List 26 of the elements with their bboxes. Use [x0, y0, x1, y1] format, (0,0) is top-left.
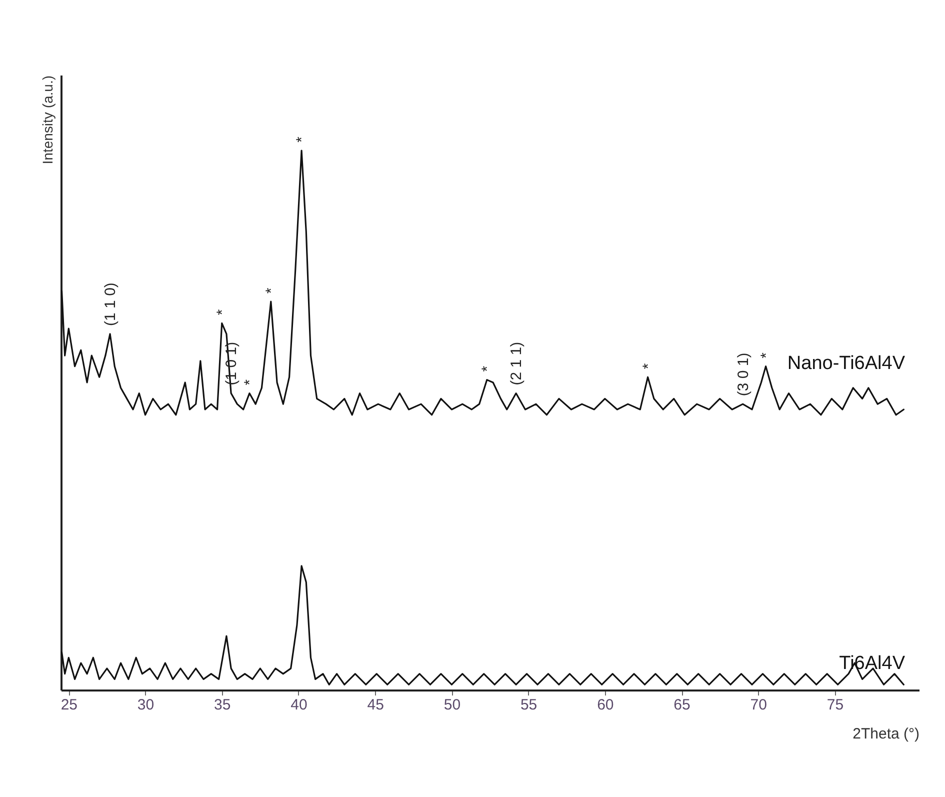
x-tick-label: 30	[137, 696, 154, 714]
annotation: *	[262, 288, 280, 294]
annotation: (2 1 1)	[508, 342, 526, 386]
annotation: *	[294, 136, 311, 143]
x-tick-label: 45	[367, 696, 384, 714]
y-axis-title: Intensity (a.u.)	[40, 76, 56, 164]
annotation: *	[214, 309, 231, 316]
annotation: (1 1 0)	[102, 282, 120, 326]
x-tick-label: 25	[60, 696, 78, 714]
annotation: (3 0 1)	[734, 352, 752, 396]
annotation: *	[758, 352, 775, 358]
x-tick-label: 70	[750, 696, 767, 714]
annotation: *	[478, 366, 496, 372]
series-label: Ti6Al4V	[839, 653, 906, 674]
series-label: Nano-Ti6Al4V	[787, 353, 906, 374]
annotation: *	[241, 379, 258, 386]
annotation: *	[640, 363, 657, 370]
x-tick-label: 75	[826, 696, 844, 714]
x-axis-title: 2Theta (°)	[852, 726, 920, 742]
x-tick-label: 65	[674, 696, 690, 714]
x-tick-label: 40	[290, 696, 308, 714]
annotation: (1 0 1)	[223, 342, 240, 386]
x-tick-label: 55	[520, 696, 538, 714]
x-tick-label: 35	[214, 696, 231, 714]
x-tick-label: 50	[444, 696, 461, 714]
x-tick-label: 60	[597, 696, 614, 714]
